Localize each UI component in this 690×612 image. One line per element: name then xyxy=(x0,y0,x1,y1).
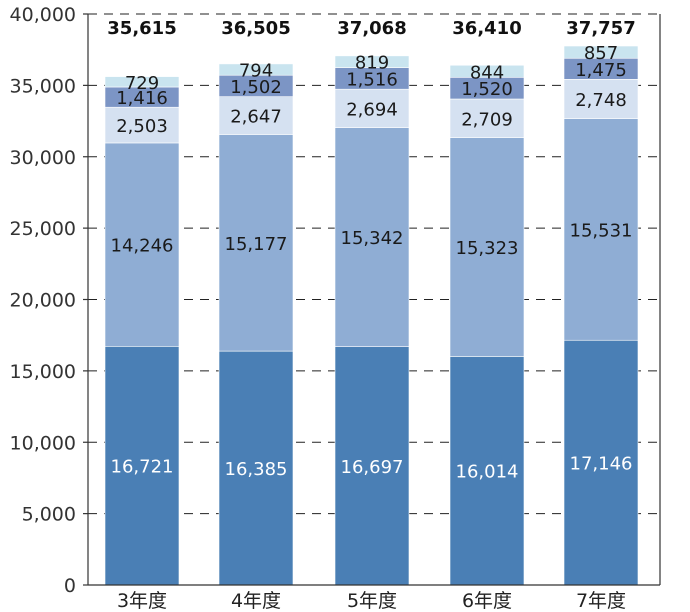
y-tick-label: 40,000 xyxy=(10,4,76,26)
data-label: 15,342 xyxy=(341,228,404,249)
data-label: 15,177 xyxy=(225,234,288,255)
bar-segment xyxy=(563,339,639,586)
data-label: 1,416 xyxy=(116,88,168,109)
total-label: 36,410 xyxy=(452,18,521,39)
data-label: 2,709 xyxy=(461,109,513,130)
data-label: 857 xyxy=(584,43,618,64)
bar-segment xyxy=(563,79,639,119)
y-tick-label: 35,000 xyxy=(10,75,76,97)
y-tick-label: 10,000 xyxy=(10,432,76,454)
data-label: 2,647 xyxy=(230,107,282,128)
x-tick-label: 5年度 xyxy=(347,590,397,612)
bar-segment xyxy=(449,356,525,586)
data-label: 16,697 xyxy=(341,457,404,478)
total-label: 37,757 xyxy=(566,18,635,39)
bar-segment xyxy=(449,64,525,78)
x-tick-label: 6年度 xyxy=(462,590,512,612)
data-label: 16,014 xyxy=(456,462,519,483)
data-label: 15,531 xyxy=(570,220,633,241)
bar-segment xyxy=(334,127,410,347)
data-label: 1,520 xyxy=(461,79,513,100)
data-label: 16,385 xyxy=(225,459,288,480)
data-label: 1,502 xyxy=(230,77,282,98)
x-tick-label: 3年度 xyxy=(117,590,167,612)
y-tick-label: 15,000 xyxy=(10,361,76,383)
x-tick-label: 7年度 xyxy=(576,590,626,612)
total-label: 36,505 xyxy=(221,18,290,39)
total-label: 35,615 xyxy=(107,18,176,39)
data-label: 2,694 xyxy=(346,99,398,120)
bar-segment xyxy=(334,346,410,586)
y-tick-label: 5,000 xyxy=(22,504,76,526)
data-label: 819 xyxy=(355,53,389,74)
y-tick-label: 20,000 xyxy=(10,290,76,312)
y-tick-label: 0 xyxy=(64,575,76,597)
bar-segment xyxy=(104,346,180,586)
bar-segment xyxy=(104,142,180,347)
data-label: 729 xyxy=(125,73,159,94)
data-label: 844 xyxy=(470,62,504,83)
bar-segment xyxy=(218,63,294,76)
bar-segment xyxy=(334,55,410,68)
bar-segment xyxy=(449,137,525,357)
data-label: 17,146 xyxy=(570,454,633,475)
bar-segment xyxy=(218,134,294,352)
bar-segment xyxy=(104,76,180,88)
data-label: 794 xyxy=(239,61,273,82)
y-tick-label: 25,000 xyxy=(10,218,76,240)
y-tick-label: 30,000 xyxy=(10,147,76,169)
bar-segment xyxy=(449,98,525,138)
data-label: 1,475 xyxy=(575,60,627,81)
bar-segment xyxy=(334,88,410,128)
data-label: 2,748 xyxy=(575,90,627,111)
bar-segment xyxy=(563,45,639,59)
axes xyxy=(83,13,661,586)
data-label: 14,246 xyxy=(111,236,174,257)
bar-segment xyxy=(563,118,639,341)
data-label: 1,516 xyxy=(346,69,398,90)
bars xyxy=(104,45,639,586)
x-tick-label: 4年度 xyxy=(231,590,281,612)
total-label: 37,068 xyxy=(337,18,406,39)
bar-segment xyxy=(218,96,294,135)
data-label: 15,323 xyxy=(456,238,519,259)
data-label: 16,721 xyxy=(111,457,174,478)
data-label: 2,503 xyxy=(116,116,168,137)
